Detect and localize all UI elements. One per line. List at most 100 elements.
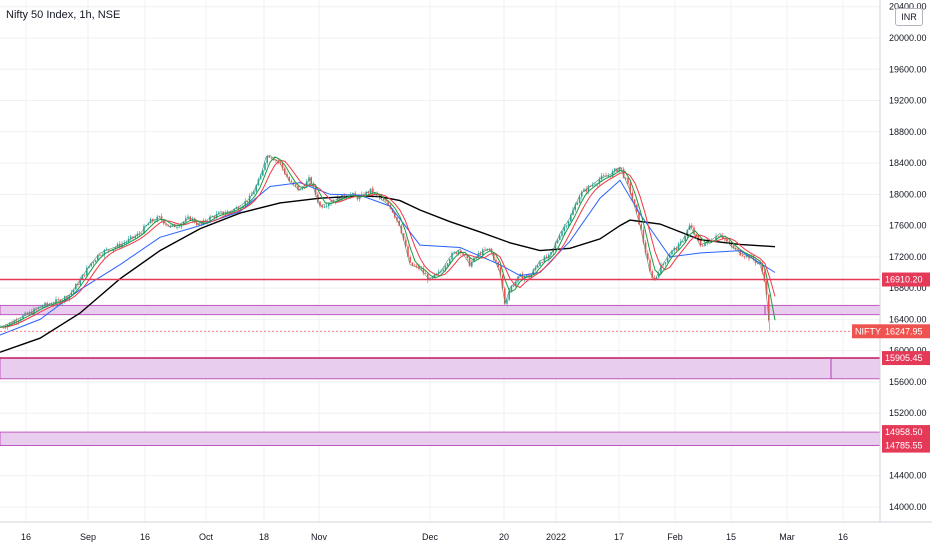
- candle-body: [680, 241, 682, 244]
- candle-body: [284, 168, 286, 174]
- candle-body: [444, 266, 447, 270]
- candle-body: [75, 284, 77, 290]
- candle-body: [611, 171, 614, 177]
- candle-body: [686, 229, 689, 237]
- candle-body: [253, 191, 255, 195]
- candle-body: [702, 245, 704, 247]
- candle-body: [88, 266, 90, 268]
- candle-body: [31, 311, 33, 315]
- candle-body: [44, 302, 46, 307]
- candle-body: [407, 246, 409, 257]
- candle-body: [449, 259, 451, 264]
- candle-body: [424, 273, 427, 275]
- candle-body: [603, 175, 605, 177]
- price-tick-label: 15200.00: [889, 408, 927, 418]
- candle-body: [563, 226, 565, 232]
- candle-body: [572, 209, 574, 216]
- candle-body: [620, 167, 623, 170]
- time-tick-label: Sep: [80, 532, 96, 542]
- candle-body: [627, 177, 629, 184]
- time-tick-label: 18: [259, 532, 269, 542]
- candle-body: [114, 247, 117, 249]
- candle-body: [508, 291, 510, 300]
- candle-body: [246, 201, 249, 203]
- candle-body: [119, 243, 121, 248]
- candle-body: [405, 239, 407, 247]
- candle-body: [61, 300, 64, 303]
- candle-body: [552, 248, 554, 253]
- candle-body: [695, 234, 697, 236]
- candle-body: [739, 249, 741, 256]
- candle-body: [605, 175, 607, 177]
- candle-body: [420, 268, 422, 270]
- candle-body: [583, 189, 585, 192]
- level-label: 14958.50: [885, 427, 923, 437]
- time-tick-label: Oct: [199, 532, 214, 542]
- candle-body: [699, 240, 702, 246]
- candle-body: [268, 156, 271, 158]
- time-tick-label: 15: [726, 532, 736, 542]
- candle-body: [26, 312, 29, 315]
- candle-body: [565, 226, 568, 227]
- candle-body: [215, 213, 218, 219]
- candle-body: [633, 199, 636, 205]
- candle-body: [281, 162, 284, 169]
- candle-body: [385, 200, 387, 202]
- candle-body: [662, 263, 664, 265]
- symbol-tag-bg: [852, 324, 882, 339]
- time-tick-label: 2022: [546, 532, 566, 542]
- price-line: [0, 154, 771, 332]
- candle-body: [484, 249, 486, 251]
- candle-body: [277, 160, 279, 162]
- candle-body: [512, 285, 515, 287]
- candle-body: [545, 256, 548, 259]
- candle-body: [677, 243, 680, 251]
- candle-body: [180, 224, 183, 227]
- candle-body: [684, 236, 686, 242]
- candle-body: [57, 299, 59, 301]
- candle-body: [457, 250, 460, 254]
- currency-button[interactable]: INR: [895, 8, 923, 26]
- candle-body: [90, 263, 92, 267]
- time-axis[interactable]: 16 Sep 16 Oct 18 Nov Dec 20 2022 17 Feb 15 Mar 16: [0, 521, 932, 542]
- moving-average-red: [0, 159, 776, 328]
- candle-body: [319, 201, 321, 206]
- price-tick-label: 16800.00: [889, 283, 927, 293]
- candle-body: [501, 274, 504, 289]
- candle-body: [336, 197, 339, 203]
- candle-body: [688, 225, 691, 230]
- candle-body: [691, 225, 693, 228]
- moving-average-black: [0, 195, 776, 353]
- candle-body: [226, 211, 229, 214]
- candle-body: [647, 253, 649, 260]
- candle-body: [471, 262, 473, 267]
- candle-body: [486, 248, 488, 251]
- price-tick-label: 14400.00: [889, 471, 927, 481]
- candle-body: [11, 322, 13, 324]
- candle-body: [240, 208, 242, 210]
- candle-body: [479, 253, 482, 255]
- level-label-bg: [882, 351, 930, 366]
- candle-body: [567, 221, 570, 227]
- candle-body: [561, 231, 563, 237]
- candle-body: [48, 304, 51, 306]
- candle-body: [134, 236, 136, 239]
- candle-body: [664, 262, 667, 264]
- candle-body: [704, 243, 706, 247]
- candle-body: [182, 221, 185, 225]
- candle-body: [189, 216, 191, 221]
- candle-body: [649, 259, 651, 272]
- candle-body: [325, 206, 328, 207]
- candle-body: [367, 191, 370, 194]
- candle-body: [220, 211, 222, 213]
- candle-body: [306, 181, 308, 188]
- candle-body: [631, 192, 634, 200]
- candle-body: [671, 250, 673, 255]
- candle-body: [715, 236, 717, 241]
- candle-body: [273, 158, 275, 161]
- candle-body: [46, 302, 48, 305]
- price-tick-label: 14000.00: [889, 502, 927, 512]
- candle-body: [402, 233, 405, 240]
- candle-body: [625, 177, 627, 179]
